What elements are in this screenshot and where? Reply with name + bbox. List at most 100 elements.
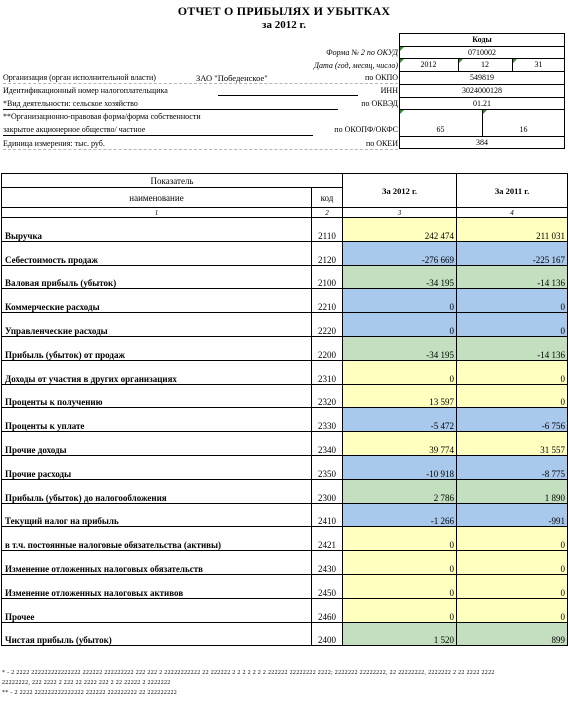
row-code: 2300 [310, 478, 344, 504]
table-row: Прибыль (убыток) до налогообложения 2300 2… [1, 478, 568, 504]
row-value-2011[interactable]: -14 136 [456, 264, 568, 290]
row-value-2012[interactable]: -34 195 [342, 335, 458, 361]
org-name: ЗАО "Победенское" [196, 73, 268, 83]
row-value-2011[interactable]: 31 557 [456, 431, 568, 456]
report-period: за 2012 г. [262, 19, 306, 31]
row-code: 2110 [310, 217, 344, 242]
table-row: Прочие расходы 2350 -10 918 -8 775 [1, 454, 568, 480]
row-value-2011[interactable]: 0 [456, 359, 568, 385]
header-name: наименование [1, 187, 312, 208]
row-value-2011[interactable]: 0 [456, 550, 568, 575]
form-label: Форма № 2 по ОКУД [326, 48, 398, 57]
footnote-1: * - 2 2222 222222222222222 222222 222222… [2, 670, 495, 676]
legal-form-value: закрытое акционерное общество/ частное [3, 125, 146, 134]
row-value-2012[interactable]: 0 [342, 597, 458, 623]
codes-caption: Коды [472, 35, 492, 44]
table-row: Себестоимость продаж 2120 -276 669 -225 167 [1, 240, 568, 266]
table-row: Прочие доходы 2340 39 774 31 557 [1, 431, 568, 456]
row-name: Текущий налог на прибыль [1, 502, 312, 528]
table-row: Прочее 2460 0 0 [1, 597, 568, 623]
form-code-value: 0710002 [468, 47, 496, 57]
date-year: 2012 [420, 60, 437, 69]
row-value-2012[interactable]: 0 [342, 288, 458, 314]
inn-prefix: Идентификационный номер налогоплательщик… [3, 86, 168, 95]
okved-value: 01.21 [473, 98, 491, 108]
okei-label: по ОКЕИ [365, 139, 398, 148]
report-title: ОТЧЕТ О ПРИБЫЛЯХ И УБЫТКАХ [177, 4, 391, 18]
row-value-2011[interactable]: -8 775 [456, 454, 568, 480]
header-indicator: Показатель [0, 173, 344, 188]
row-code: 2100 [310, 264, 344, 290]
footnote-3: ** - 2 2222 222222222222222 222222 22222… [2, 690, 178, 696]
table-row: Управленческие расходы 2220 0 0 [1, 312, 568, 337]
row-value-2011[interactable]: 0 [456, 573, 568, 599]
row-code: 2340 [310, 431, 344, 456]
row-value-2011[interactable]: -14 136 [456, 335, 568, 361]
table-row: Коммерческие расходы 2210 0 0 [1, 288, 568, 314]
row-code: 2330 [310, 407, 344, 433]
row-value-2012[interactable]: 1 520 [342, 621, 458, 647]
row-value-2012[interactable]: 13 597 [342, 383, 458, 409]
row-name: в т.ч. постоянные налоговые обязательств… [1, 526, 312, 552]
row-name: Доходы от участия в других организациях [1, 359, 312, 385]
row-value-2011[interactable]: -6 756 [456, 407, 568, 433]
org-label: Организация (орган исполнительной власти… [3, 73, 156, 82]
row-value-2011[interactable]: 0 [456, 288, 568, 314]
row-code: 2220 [310, 312, 344, 337]
row-value-2012[interactable]: -276 669 [342, 240, 458, 266]
row-value-2011[interactable]: 211 031 [456, 217, 568, 242]
row-value-2012[interactable]: 0 [342, 573, 458, 599]
row-value-2012[interactable]: 0 [342, 359, 458, 385]
row-value-2011[interactable]: -225 167 [456, 240, 568, 266]
header-2012: За 2012 г. [342, 173, 458, 208]
row-value-2012[interactable]: 242 474 [342, 217, 458, 242]
row-value-2012[interactable]: 0 [342, 550, 458, 575]
unit-label: Единица измерения: тыс. руб. [3, 139, 105, 148]
row-value-2012[interactable]: -10 918 [342, 454, 458, 480]
row-value-2011[interactable]: 0 [456, 526, 568, 552]
row-value-2011[interactable]: -991 [456, 502, 568, 528]
col-num-4: 4 [456, 207, 568, 218]
legal-form-label: **Организационно-правовая форма/форма со… [3, 112, 201, 121]
row-value-2012[interactable]: 39 774 [342, 431, 458, 456]
row-value-2011[interactable]: 899 [456, 621, 568, 647]
table-row: Валовая прибыль (убыток) 2100 -34 195 -14 1… [1, 264, 568, 290]
row-value-2012[interactable]: -34 195 [342, 264, 458, 290]
okfs-value: 16 [519, 124, 528, 134]
table-row: в т.ч. постоянные налоговые обязательств… [1, 526, 568, 552]
row-name: Чистая прибыль (убыток) [1, 621, 312, 647]
table-row: Проценты к получению 2320 13 597 0 [1, 383, 568, 409]
table-row: Изменение отложенных налоговых активов 24… [1, 573, 568, 599]
okopf-value: 65 [436, 124, 445, 134]
row-code: 2320 [310, 383, 344, 409]
row-name: Коммерческие расходы [1, 288, 312, 314]
row-value-2012[interactable]: -1 266 [342, 502, 458, 528]
row-code: 2450 [310, 573, 344, 599]
table-row: Выручка 2110 242 474 211 031 [1, 217, 568, 242]
row-name: Изменение отложенных налоговых обязатель… [1, 550, 312, 575]
table-row: Проценты к уплате 2330 -5 472 -6 756 [1, 407, 568, 433]
table-row: Изменение отложенных налоговых обязатель… [1, 550, 568, 575]
okopf-label: по ОКОПФ/ОКФС [334, 125, 398, 134]
row-value-2012[interactable]: 0 [342, 526, 458, 552]
header-2011: За 2011 г. [456, 173, 568, 208]
codes-box [399, 33, 565, 149]
row-value-2011[interactable]: 1 890 [456, 478, 568, 504]
row-code: 2460 [310, 597, 344, 623]
row-code: 2410 [310, 502, 344, 528]
row-value-2011[interactable]: 0 [456, 383, 568, 409]
row-name: Прибыль (убыток) до налогообложения [1, 478, 312, 504]
table-row: Текущий налог на прибыль 2410 -1 266 -991 [1, 502, 568, 528]
row-value-2012[interactable]: 2 786 [342, 478, 458, 504]
header-code: код [310, 187, 344, 208]
table-row: Чистая прибыль (убыток) 2400 1 520 899 [1, 621, 568, 647]
row-value-2012[interactable]: -5 472 [342, 407, 458, 433]
row-name: Изменение отложенных налоговых активов [1, 573, 312, 599]
row-value-2012[interactable]: 0 [342, 312, 458, 337]
col-num-3: 3 [342, 207, 458, 218]
income-statement-table: Показатель За 2012 г. За 2011 г. наимено… [0, 173, 568, 647]
inn-value: 3024000128 [462, 86, 502, 95]
date-label: Дата (год, месяц, число) [313, 61, 398, 70]
row-value-2011[interactable]: 0 [456, 597, 568, 623]
row-value-2011[interactable]: 0 [456, 312, 568, 337]
